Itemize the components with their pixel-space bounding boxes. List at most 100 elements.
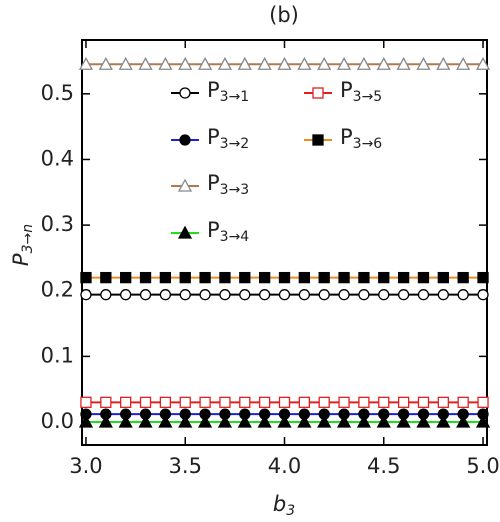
marker xyxy=(120,289,132,301)
marker xyxy=(278,271,291,284)
marker xyxy=(397,271,410,284)
y-tick-label: 0.1 xyxy=(41,343,74,367)
x-tick-label: 4.5 xyxy=(367,454,400,478)
marker xyxy=(80,271,92,284)
marker xyxy=(179,134,191,146)
marker xyxy=(278,396,291,408)
marker xyxy=(475,414,491,428)
marker xyxy=(98,414,113,428)
marker xyxy=(159,289,172,301)
marker xyxy=(179,271,191,284)
marker xyxy=(436,414,451,428)
marker xyxy=(317,56,332,70)
marker xyxy=(258,289,271,301)
marker xyxy=(139,396,152,408)
marker xyxy=(317,414,332,428)
marker xyxy=(139,271,152,284)
marker xyxy=(80,289,92,301)
marker xyxy=(356,414,372,428)
marker xyxy=(237,56,252,70)
marker xyxy=(219,289,231,301)
marker xyxy=(378,289,390,301)
marker xyxy=(177,225,193,239)
marker xyxy=(120,396,132,408)
marker xyxy=(217,56,233,70)
marker xyxy=(298,289,311,301)
marker xyxy=(297,56,312,70)
marker xyxy=(298,396,311,408)
marker xyxy=(396,56,411,70)
marker xyxy=(138,414,153,428)
x-tick-label: 4.0 xyxy=(268,454,301,478)
marker xyxy=(297,414,312,428)
marker xyxy=(376,56,391,70)
marker xyxy=(178,56,193,70)
marker xyxy=(318,396,330,408)
marker xyxy=(258,271,271,284)
marker xyxy=(378,271,390,284)
marker xyxy=(475,56,491,70)
marker xyxy=(456,414,471,428)
x-tick-label: 3.5 xyxy=(169,454,202,478)
marker xyxy=(219,396,231,408)
marker xyxy=(417,289,430,301)
marker xyxy=(436,56,451,70)
marker xyxy=(336,56,352,70)
marker xyxy=(312,87,324,99)
y-tick-label: 0.5 xyxy=(41,81,74,105)
marker xyxy=(80,396,92,408)
marker xyxy=(239,271,251,284)
marker xyxy=(179,289,191,301)
marker xyxy=(197,414,213,428)
marker xyxy=(199,396,211,408)
legend-label: P3→6 xyxy=(340,125,382,152)
marker xyxy=(358,271,370,284)
legend-label: P3→2 xyxy=(207,125,249,152)
marker xyxy=(457,271,469,284)
marker xyxy=(417,271,430,284)
marker xyxy=(139,289,152,301)
legend-label: P3→1 xyxy=(207,78,249,105)
marker xyxy=(199,271,211,284)
marker xyxy=(356,56,372,70)
marker xyxy=(120,271,132,284)
marker xyxy=(78,56,94,70)
marker xyxy=(277,56,292,70)
marker xyxy=(437,396,449,408)
marker xyxy=(100,396,112,408)
marker xyxy=(197,56,213,70)
marker xyxy=(118,56,133,70)
marker xyxy=(239,289,251,301)
marker xyxy=(318,289,330,301)
marker xyxy=(298,271,311,284)
marker xyxy=(336,414,352,428)
marker xyxy=(179,396,191,408)
x-tick-label: 3.0 xyxy=(69,454,102,478)
marker xyxy=(396,414,411,428)
marker xyxy=(158,56,173,70)
marker xyxy=(177,178,193,192)
marker xyxy=(457,289,469,301)
marker xyxy=(397,289,410,301)
marker xyxy=(417,396,430,408)
y-tick-label: 0.3 xyxy=(41,212,74,236)
legend-label: P3→5 xyxy=(340,78,382,105)
y-tick-label: 0.0 xyxy=(41,409,74,433)
marker xyxy=(257,414,272,428)
marker xyxy=(437,271,449,284)
marker xyxy=(437,289,449,301)
y-tick-label: 0.4 xyxy=(41,146,74,170)
marker xyxy=(397,396,410,408)
marker xyxy=(78,414,94,428)
marker xyxy=(378,396,390,408)
marker xyxy=(98,56,113,70)
marker xyxy=(237,414,252,428)
x-axis-label: b3 xyxy=(273,492,295,519)
marker xyxy=(416,56,431,70)
y-axis-label: P3→n xyxy=(9,224,36,266)
marker xyxy=(278,289,291,301)
marker xyxy=(178,414,193,428)
plot-frame xyxy=(81,39,488,446)
marker xyxy=(338,396,350,408)
